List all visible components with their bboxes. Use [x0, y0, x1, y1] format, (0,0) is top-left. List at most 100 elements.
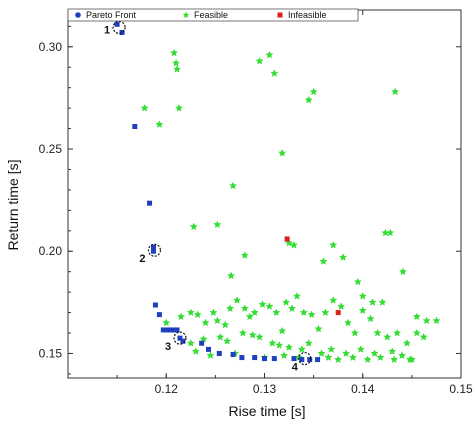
feasible-point	[350, 328, 359, 337]
feasible-point	[391, 87, 400, 96]
pareto-front-point	[271, 356, 277, 362]
pareto-front-point	[199, 340, 205, 346]
feasible-point	[356, 345, 365, 353]
feasible-point	[240, 251, 249, 259]
legend-marker-feasible	[182, 11, 190, 18]
plot-frame	[67, 9, 462, 379]
pareto-front-point	[291, 356, 297, 362]
feasible-point	[292, 291, 301, 300]
feasible-point	[278, 326, 287, 335]
feasible-point	[317, 349, 326, 357]
feasible-point	[378, 298, 387, 306]
feasible-point	[140, 103, 149, 112]
legend-marker-infeasible	[277, 12, 283, 18]
feasible-point	[173, 65, 182, 73]
legend-label: Infeasible	[288, 10, 327, 20]
annotation-label: 4	[292, 362, 299, 374]
feasible-point	[366, 314, 375, 323]
x-tick-label: 0.13	[253, 382, 277, 396]
highlight-circle	[173, 331, 187, 345]
x-axis-title: Rise time [s]	[228, 403, 305, 419]
feasible-point	[232, 296, 242, 304]
y-tick-label: 0.15	[39, 346, 63, 360]
pareto-front-point	[205, 346, 211, 352]
feasible-point	[432, 316, 441, 325]
pareto-front-point	[150, 248, 156, 254]
pareto-front-point	[119, 29, 125, 35]
feasible-point	[297, 345, 306, 353]
pareto-front-point	[152, 302, 158, 308]
pareto-front-point	[299, 357, 305, 363]
feasible-point	[238, 328, 247, 337]
feasible-point	[265, 50, 274, 59]
feasible-point	[388, 347, 397, 355]
feasible-point	[191, 347, 200, 355]
legend-box	[67, 8, 359, 22]
pareto-front-point	[252, 355, 258, 361]
x-tick-label: 0.14	[351, 382, 375, 396]
highlight-circle	[112, 20, 126, 34]
feasible-point	[186, 308, 195, 317]
feasible-point	[358, 291, 367, 300]
feasible-point	[383, 332, 392, 341]
feasible-point	[174, 103, 184, 112]
feasible-point	[255, 332, 264, 341]
pareto-front-point	[156, 312, 162, 318]
feasible-point	[227, 271, 236, 280]
legend-marker-pareto	[75, 12, 81, 18]
feasible-point	[390, 355, 399, 364]
feasible-point	[186, 338, 195, 347]
feasible-point	[280, 351, 289, 359]
pareto-front-point	[164, 327, 170, 333]
feasible-point	[162, 318, 171, 327]
feasible-point	[206, 351, 215, 359]
feasible-point	[155, 120, 164, 128]
highlight-circle	[147, 243, 162, 257]
feasible-point	[216, 332, 225, 341]
feasible-point	[405, 355, 414, 364]
pareto-front-point	[171, 327, 177, 333]
feasible-point	[223, 336, 232, 345]
feasible-point	[398, 267, 408, 276]
feasible-point	[363, 355, 372, 364]
feasible-point	[412, 328, 421, 337]
feasible-point	[201, 318, 210, 327]
pareto-front-point	[168, 327, 174, 333]
legend-label: Feasible	[194, 10, 228, 20]
feasible-point	[265, 302, 274, 310]
feasible-point	[348, 353, 357, 361]
feasible-point	[176, 312, 186, 321]
feasible-point	[358, 306, 367, 314]
pareto-front-point	[262, 356, 267, 362]
feasible-point	[337, 302, 346, 310]
feasible-point	[329, 240, 338, 249]
feasible-point	[353, 277, 362, 286]
pareto-front-point	[230, 351, 236, 357]
feasible-point	[370, 349, 379, 357]
feasible-point	[189, 222, 198, 231]
pareto-front-point	[174, 327, 180, 333]
pareto-front-point	[216, 350, 222, 356]
pareto-front-point	[239, 355, 245, 361]
feasible-point	[327, 345, 336, 353]
feasible-point	[258, 300, 267, 308]
y-tick-label: 0.30	[39, 40, 63, 54]
y-tick-label: 0.25	[39, 142, 63, 156]
feasible-point	[376, 353, 385, 361]
pareto-front-point	[147, 200, 153, 206]
feasible-point	[402, 338, 412, 347]
feasible-point	[368, 298, 377, 306]
feasible-point	[209, 308, 218, 317]
pareto-front-point	[132, 124, 138, 130]
feasible-point	[229, 181, 238, 190]
pareto-front-point	[315, 357, 321, 363]
feasible-point	[172, 58, 181, 67]
y-tick-label: 0.20	[39, 244, 63, 258]
feasible-point	[270, 69, 279, 77]
pareto-front-point	[177, 335, 183, 341]
feasible-point	[282, 298, 291, 306]
legend-label: Pareto Front	[86, 10, 137, 20]
feasible-point	[419, 332, 428, 341]
